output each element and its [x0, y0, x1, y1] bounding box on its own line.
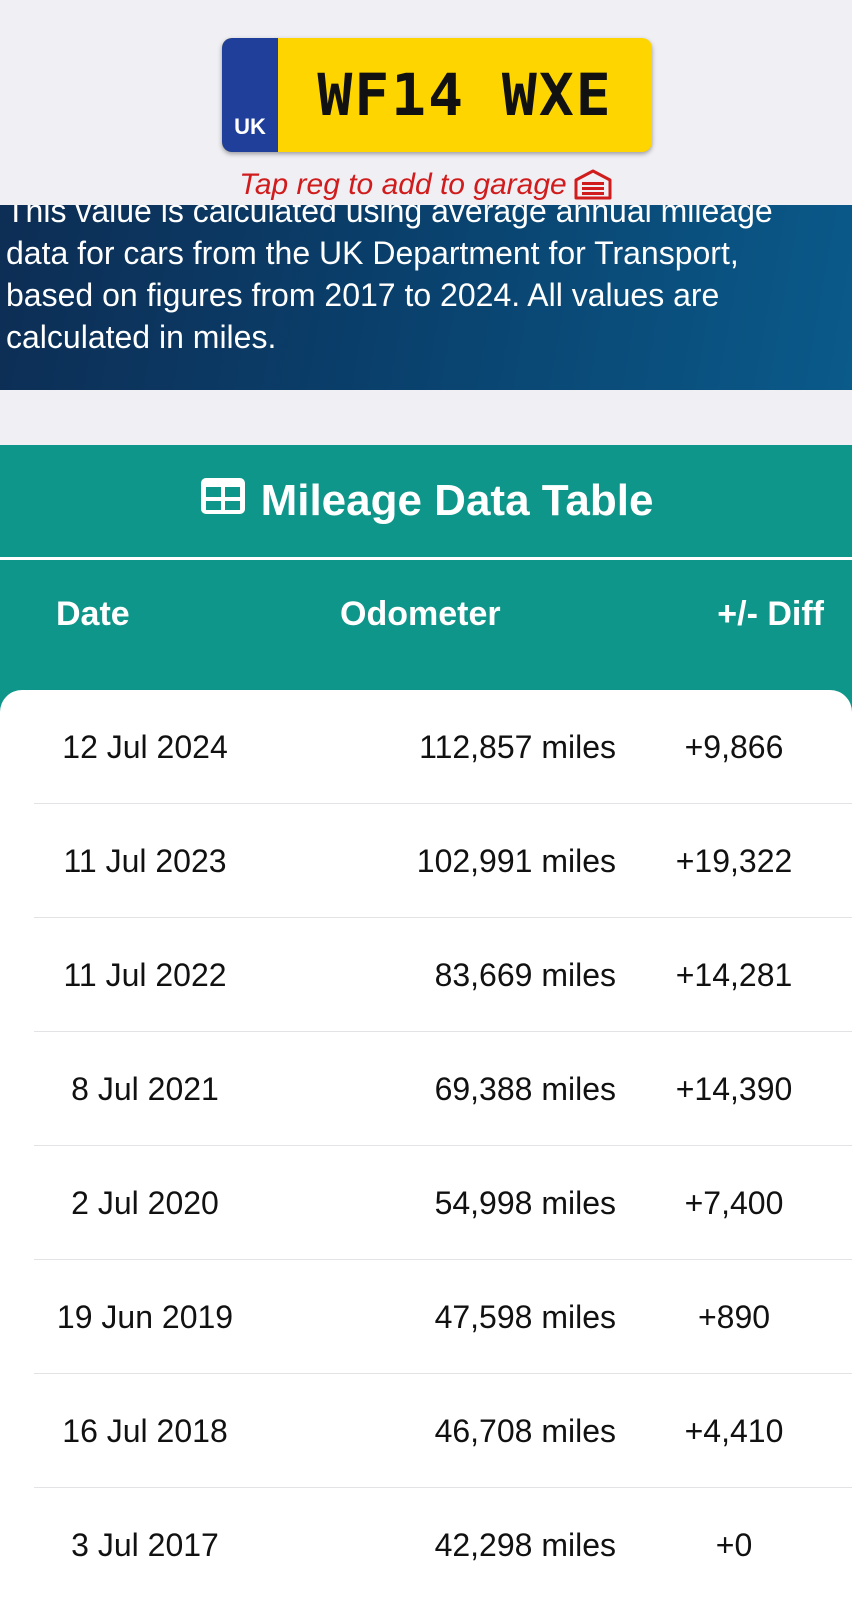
add-to-garage-label: Tap reg to add to garage — [239, 168, 567, 201]
row-diff: +14,281 — [675, 957, 793, 993]
row-diff: +19,322 — [675, 843, 793, 879]
info-text: This value is calculated using average a… — [6, 190, 852, 358]
mileage-table: 12 Jul 2024 112,857 miles +9,866 11 Jul … — [0, 690, 852, 1600]
plate-header: UK WF14 WXE — [0, 0, 852, 205]
row-odometer: 54,998 miles — [434, 1185, 616, 1221]
row-date: 12 Jul 2024 — [62, 729, 228, 765]
plate-country-code: UK — [234, 114, 266, 139]
row-diff: +9,866 — [684, 729, 784, 765]
row-diff: +4,410 — [684, 1413, 784, 1449]
table-row: 2 Jul 2020 54,998 miles +7,400 — [34, 1146, 852, 1260]
column-header-date[interactable]: Date — [56, 595, 130, 633]
add-to-garage-hint[interactable]: Tap reg to add to garage — [0, 168, 852, 208]
row-diff: +0 — [715, 1527, 753, 1563]
row-odometer: 46,708 miles — [434, 1413, 616, 1449]
row-date: 19 Jun 2019 — [56, 1299, 234, 1335]
row-odometer: 42,298 miles — [434, 1527, 616, 1563]
row-date: 11 Jul 2023 — [63, 843, 227, 879]
plate-registration: WF14 WXE — [317, 61, 613, 129]
row-date: 11 Jul 2022 — [63, 957, 227, 993]
column-header-diff[interactable]: +/- Diff — [717, 595, 824, 633]
row-diff: +890 — [697, 1299, 771, 1335]
table-row: 11 Jul 2023 102,991 miles +19,322 — [34, 804, 852, 918]
table-row: 19 Jun 2019 47,598 miles +890 — [34, 1260, 852, 1374]
mileage-title: Mileage Data Table — [0, 445, 852, 557]
info-line-3: based on figures from 2017 to 2024. All … — [6, 277, 720, 313]
plate-country-band: UK — [222, 38, 278, 152]
row-odometer: 47,598 miles — [434, 1299, 616, 1335]
table-row: 16 Jul 2018 46,708 miles +4,410 — [34, 1374, 852, 1488]
row-date: 16 Jul 2018 — [62, 1413, 228, 1449]
table-row: 11 Jul 2022 83,669 miles +14,281 — [34, 918, 852, 1032]
row-date: 3 Jul 2017 — [71, 1527, 219, 1563]
table-row: 8 Jul 2021 69,388 miles +14,390 — [34, 1032, 852, 1146]
row-odometer: 112,857 miles — [419, 729, 616, 765]
table-icon — [199, 476, 247, 527]
title-divider — [0, 557, 852, 560]
row-odometer: 69,388 miles — [434, 1071, 616, 1107]
row-diff: +7,400 — [684, 1185, 784, 1221]
row-date: 2 Jul 2020 — [71, 1185, 219, 1221]
row-odometer: 83,669 miles — [434, 957, 616, 993]
info-line-2: data for cars from the UK Department for… — [6, 235, 739, 271]
table-row: 12 Jul 2024 112,857 miles +9,866 — [34, 690, 852, 804]
row-odometer: 102,991 miles — [416, 843, 616, 879]
table-row: 3 Jul 2017 42,298 miles +0 — [34, 1488, 852, 1600]
info-line-4: calculated in miles. — [6, 319, 277, 355]
garage-icon — [573, 168, 613, 208]
column-header-odometer[interactable]: Odometer — [340, 595, 501, 633]
row-date: 8 Jul 2021 — [71, 1071, 219, 1107]
mileage-title-text: Mileage Data Table — [260, 476, 654, 525]
registration-plate[interactable]: UK WF14 WXE — [222, 38, 652, 152]
row-diff: +14,390 — [675, 1071, 793, 1107]
